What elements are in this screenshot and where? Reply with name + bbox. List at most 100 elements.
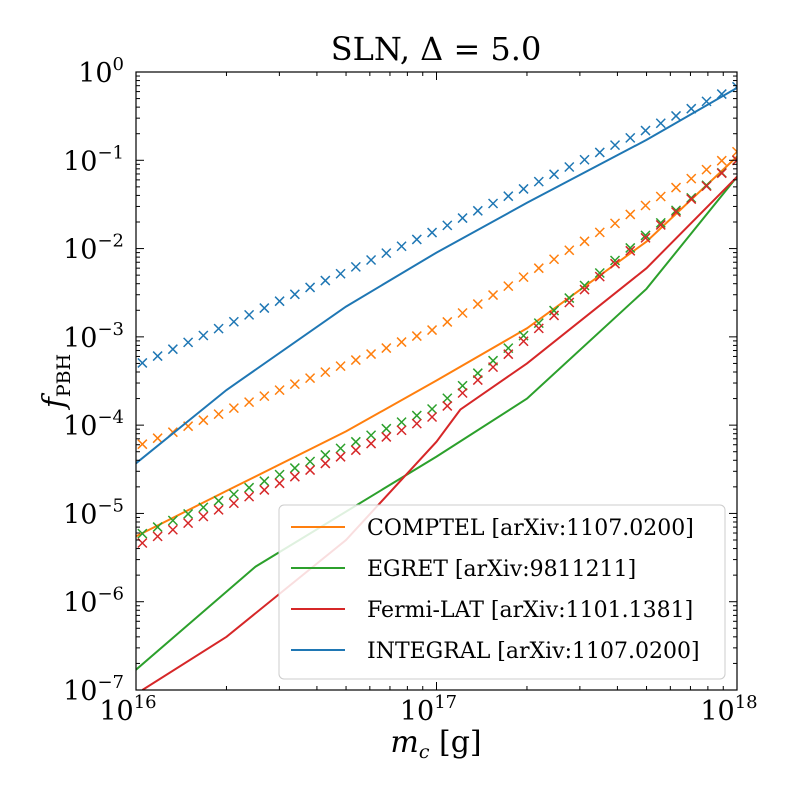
marker-comptel [670, 182, 682, 193]
marker-comptel [625, 209, 636, 220]
marker-egret [183, 508, 194, 519]
marker-comptel [686, 173, 697, 184]
marker-egret [167, 515, 178, 526]
marker-fermi-lat [381, 431, 392, 442]
marker-egret [549, 305, 560, 316]
marker-egret [640, 230, 651, 241]
marker-fermi-lat [625, 245, 636, 256]
marker-integral [183, 337, 194, 348]
marker-egret [427, 404, 438, 415]
marker-egret [320, 449, 331, 460]
marker-fermi-lat [716, 168, 727, 179]
y-tick-label: 10−7 [63, 672, 124, 707]
x-tick-label: 1017 [400, 692, 457, 727]
marker-integral [167, 344, 178, 355]
marker-fermi-lat [244, 491, 255, 502]
marker-egret [579, 280, 590, 291]
legend-entry-integral: INTEGRAL [arXiv:1107.0200] [367, 639, 700, 664]
marker-fermi-lat [411, 418, 422, 429]
marker-integral [244, 309, 255, 320]
marker-comptel [213, 409, 224, 420]
marker-integral [289, 289, 300, 300]
marker-egret [366, 430, 377, 441]
marker-comptel [731, 146, 737, 157]
marker-egret [228, 489, 239, 500]
marker-fermi-lat [274, 478, 285, 489]
marker-fermi-lat [320, 458, 331, 469]
marker-comptel [472, 299, 483, 310]
marker-egret [198, 502, 209, 513]
marker-fermi-lat [549, 310, 560, 321]
marker-integral [366, 254, 377, 266]
marker-comptel [503, 281, 514, 292]
marker-comptel [335, 361, 346, 372]
marker-fermi-lat [198, 511, 209, 522]
marker-comptel [320, 367, 331, 378]
marker-comptel [411, 331, 422, 342]
marker-egret [244, 482, 255, 493]
marker-integral [259, 303, 270, 314]
marker-comptel [594, 227, 605, 238]
marker-comptel [655, 191, 666, 202]
y-tick-label: 10−2 [63, 231, 124, 266]
marker-egret [305, 456, 316, 467]
marker-comptel [533, 263, 544, 274]
marker-integral [640, 125, 651, 136]
marker-integral [213, 323, 224, 334]
x-tick-label: 1018 [700, 692, 757, 727]
marker-integral [731, 81, 737, 92]
marker-integral [457, 213, 468, 224]
series-line-egret [136, 176, 737, 671]
legend: COMPTEL [arXiv:1107.0200] EGRET [arXiv:98… [278, 504, 726, 680]
marker-integral [442, 220, 453, 231]
y-tick-label: 10−4 [63, 407, 124, 442]
marker-integral [609, 140, 621, 151]
marker-fermi-lat [564, 297, 575, 308]
marker-comptel [640, 200, 651, 211]
marker-integral [686, 103, 697, 114]
marker-egret [289, 463, 300, 474]
marker-comptel [366, 349, 377, 360]
marker-comptel [274, 385, 285, 396]
marker-egret [381, 423, 392, 434]
marker-comptel [228, 403, 239, 414]
marker-integral [320, 275, 331, 286]
marker-fermi-lat [518, 336, 529, 347]
marker-fermi-lat [289, 471, 300, 482]
marker-comptel [442, 316, 453, 327]
series-line-comptel [136, 155, 737, 538]
marker-integral [274, 296, 285, 307]
legend-entry-egret: EGRET [arXiv:9811211] [367, 557, 636, 582]
y-tick-label: 100 [78, 54, 124, 89]
y-axis-title: fPBH [37, 354, 75, 410]
marker-comptel [488, 290, 499, 301]
marker-integral [655, 118, 666, 129]
y-tick-label: 10−3 [63, 319, 124, 354]
marker-integral [472, 205, 483, 216]
marker-comptel [457, 307, 468, 319]
marker-comptel [427, 325, 438, 336]
marker-fermi-lat [427, 411, 438, 423]
marker-comptel [716, 155, 727, 166]
marker-comptel [289, 379, 300, 390]
marker-fermi-lat [457, 387, 468, 399]
marker-integral [488, 198, 499, 209]
x-tick-label: 1016 [99, 692, 156, 727]
marker-egret [670, 205, 682, 216]
marker-integral [198, 330, 209, 341]
marker-egret [442, 393, 453, 404]
marker-fermi-lat [594, 271, 605, 282]
marker-comptel [609, 218, 621, 229]
marker-fermi-lat [488, 362, 499, 373]
marker-fermi-lat [335, 451, 346, 462]
marker-egret [335, 443, 346, 454]
marker-comptel [259, 391, 270, 402]
marker-egret [350, 436, 361, 447]
marker-fermi-lat [670, 206, 682, 218]
marker-comptel [350, 355, 361, 366]
series-line-integral [136, 87, 737, 465]
marker-egret [274, 469, 285, 480]
marker-fermi-lat [228, 498, 239, 509]
marker-fermi-lat [579, 284, 590, 295]
